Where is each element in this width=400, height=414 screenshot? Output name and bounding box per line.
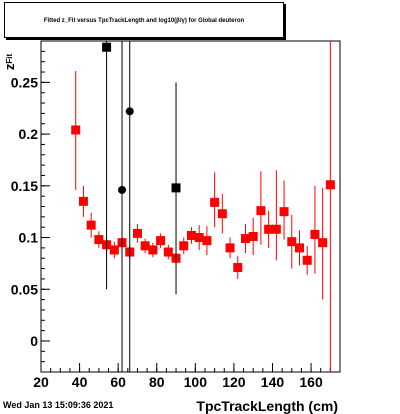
data-point-square: [202, 236, 212, 246]
title-box: Fitted z_Fit versus TpcTrackLength and l…: [4, 2, 284, 38]
timestamp: Wed Jan 13 15:09:36 2021: [3, 400, 114, 410]
x-axis: 20 40 60 80 100 120 140 160: [33, 363, 341, 390]
y-tick-label: 0.05: [11, 281, 38, 297]
data-point-square: [318, 238, 328, 248]
data-point-circle: [125, 107, 134, 116]
x-tick-label: 120: [222, 374, 246, 390]
x-tick-label: 20: [33, 374, 49, 390]
data-point-square: [163, 247, 173, 257]
data-point-circle: [118, 185, 127, 194]
data-point-square: [217, 209, 227, 219]
data-point-square: [171, 183, 181, 193]
x-tick-label: 160: [299, 374, 323, 390]
x-tick-label: 60: [110, 374, 126, 390]
data-point-square: [240, 234, 250, 244]
data-point-square: [233, 263, 243, 273]
data-point-square: [140, 241, 150, 251]
data-point-square: [325, 180, 335, 190]
data-point-square: [194, 233, 204, 243]
data-point-square: [279, 207, 289, 217]
data-point-square: [71, 125, 81, 135]
x-tick-label: 100: [184, 374, 208, 390]
data-point-square: [310, 229, 320, 239]
data-point-square: [179, 241, 189, 251]
y-tick-label: 0.2: [19, 126, 39, 142]
y-tick-label: 0.1: [19, 230, 39, 246]
data-points: [71, 41, 335, 372]
y-tick-label: 0.25: [11, 74, 38, 90]
data-point-square: [148, 245, 158, 255]
x-tick-label: 140: [261, 374, 285, 390]
data-point-square: [225, 243, 235, 253]
data-point-square: [102, 42, 112, 52]
data-point-square: [132, 228, 142, 238]
data-point-square: [271, 224, 281, 234]
y-axis-label: zFit: [2, 54, 17, 71]
data-point-square: [294, 243, 304, 253]
data-point-square: [302, 255, 312, 265]
x-axis-label: TpcTrackLength (cm): [196, 398, 338, 414]
plot-frame: [40, 40, 341, 373]
data-point-square: [256, 206, 266, 216]
data-point-square: [210, 197, 220, 207]
data-point-square: [287, 237, 297, 247]
data-point-square: [264, 224, 274, 234]
data-point-square: [248, 231, 258, 241]
x-tick-label: 80: [149, 374, 165, 390]
data-point-square: [156, 236, 166, 246]
y-tick-label: 0.15: [11, 178, 38, 194]
x-tick-label: 40: [72, 374, 88, 390]
y-axis: 0 0.05 0.1 0.15 0.2 0.25: [11, 50, 50, 363]
data-point-square: [109, 245, 119, 255]
data-point-square: [78, 196, 88, 206]
data-point-square: [186, 230, 196, 240]
y-tick-label: 0: [30, 333, 38, 349]
data-point-square: [94, 235, 104, 245]
title-box-text: Fitted z_Fit versus TpcTrackLength and l…: [43, 18, 245, 24]
data-point-square: [86, 220, 96, 230]
